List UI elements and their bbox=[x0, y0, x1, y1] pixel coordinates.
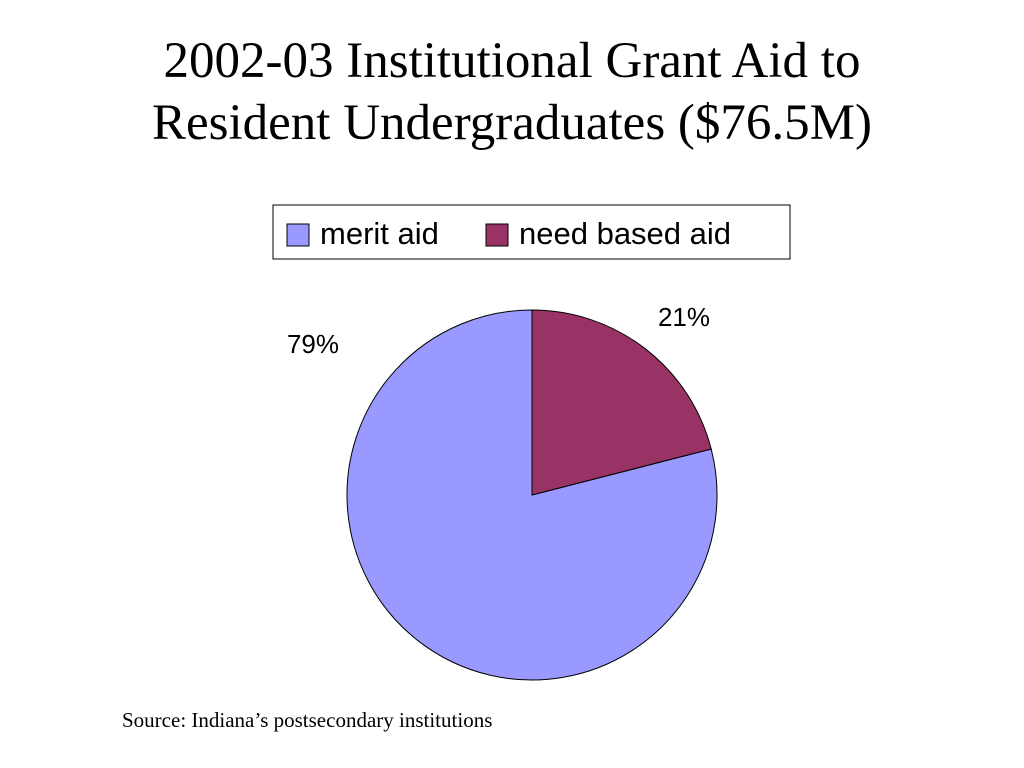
legend-label: need based aid bbox=[519, 216, 731, 251]
data-label: 79% bbox=[287, 329, 339, 359]
legend-label: merit aid bbox=[320, 216, 439, 251]
source-note: Source: Indiana’s postsecondary institut… bbox=[122, 708, 493, 732]
chart-title: 2002-03 Institutional Grant Aid to Resid… bbox=[152, 33, 872, 151]
data-label: 21% bbox=[658, 302, 710, 332]
pie-slice bbox=[531, 309, 712, 496]
legend-box bbox=[272, 204, 791, 260]
legend-swatch bbox=[485, 223, 509, 247]
legend-swatch bbox=[286, 223, 310, 247]
